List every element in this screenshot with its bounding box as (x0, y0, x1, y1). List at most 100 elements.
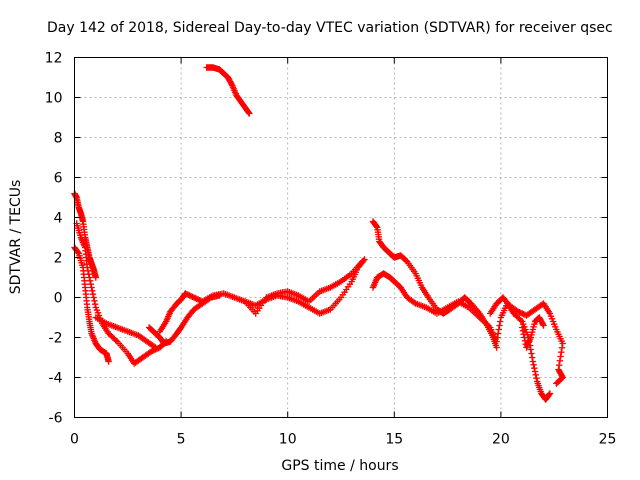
x-tick-label: 10 (279, 432, 297, 448)
data-point (528, 354, 536, 361)
data-point (88, 284, 95, 291)
data-point (185, 291, 192, 299)
data-point (519, 310, 526, 317)
data-point (92, 274, 100, 281)
axis-ticks (74, 57, 608, 418)
data-point (530, 361, 537, 369)
data-point (519, 327, 527, 335)
data-point (91, 297, 98, 305)
series-arc-12 (519, 314, 547, 351)
data-point (556, 357, 564, 365)
series-arc-11 (487, 294, 566, 387)
data-point (192, 294, 199, 302)
grid (74, 57, 608, 418)
data-point (558, 344, 566, 352)
data-point (514, 308, 522, 315)
data-point (516, 308, 523, 316)
x-tick-label: 15 (385, 432, 403, 448)
series-arc-7 (241, 258, 366, 317)
data-point (494, 334, 501, 341)
y-tick-label: 0 (54, 291, 63, 307)
data-point (193, 295, 200, 303)
data-point (559, 340, 566, 347)
series-arc-6 (156, 256, 368, 335)
data-point (74, 249, 82, 256)
data-point (557, 353, 564, 360)
data-point (496, 322, 503, 329)
data-point (531, 368, 539, 375)
data-point (493, 344, 500, 351)
y-tick-label: 2 (54, 251, 63, 267)
y-tick-label: 6 (54, 171, 63, 187)
plot-frame (74, 57, 608, 418)
data-point (190, 294, 198, 301)
data-point (539, 320, 547, 328)
data-point (521, 334, 528, 341)
data-point (540, 322, 547, 329)
series-arc-8 (203, 64, 253, 117)
y-tick-label: 10 (45, 91, 63, 107)
data-point (194, 296, 202, 303)
data-point (86, 274, 93, 281)
data-point (495, 326, 502, 333)
data-point (553, 380, 560, 387)
data-point (187, 292, 195, 300)
y-tick-label: -4 (49, 371, 63, 387)
data-point (90, 294, 97, 301)
data-point (91, 300, 99, 308)
tick-labels: 0 5 10 15 20 25 -6 -4 -2 0 2 4 6 8 10 12 (45, 51, 617, 448)
data-point (84, 264, 91, 271)
data-point (84, 267, 92, 275)
data-point (112, 336, 119, 344)
data-point (89, 287, 96, 295)
data-point (519, 324, 526, 331)
data-point (87, 280, 95, 288)
data-point (152, 344, 159, 351)
y-tick-label: -2 (49, 331, 63, 347)
data-point (517, 316, 524, 324)
data-point (89, 290, 97, 298)
data-point (228, 80, 235, 88)
data-point (183, 290, 190, 298)
series-arc-4 (92, 314, 159, 351)
data-point (148, 348, 155, 355)
data-marks (71, 64, 566, 403)
data-point (85, 270, 92, 278)
data-point (182, 290, 189, 297)
data-point (546, 391, 553, 398)
data-point (86, 277, 94, 285)
data-point (493, 338, 500, 345)
data-point (555, 361, 563, 369)
x-tick-label: 5 (177, 432, 186, 448)
y-axis-label: SDTVAR / TECUs (8, 180, 24, 295)
x-tick-label: 20 (492, 432, 510, 448)
data-point (554, 379, 561, 386)
data-point (520, 330, 527, 338)
data-point (531, 364, 538, 372)
data-point (496, 318, 504, 325)
y-tick-label: 4 (54, 211, 63, 227)
data-point (517, 309, 524, 317)
data-point (527, 346, 534, 353)
y-tick-label: 8 (54, 131, 63, 147)
x-tick-label: 25 (599, 432, 617, 448)
data-point (359, 258, 366, 265)
data-point (150, 343, 158, 350)
data-point (245, 109, 252, 116)
data-point (533, 374, 540, 382)
data-point (373, 223, 380, 230)
y-tick-label: 12 (45, 51, 63, 67)
series-arc-9 (369, 218, 500, 351)
data-point (532, 371, 539, 379)
data-point (494, 330, 502, 337)
data-point (189, 293, 196, 301)
data-point (105, 358, 112, 365)
data-point (186, 292, 193, 299)
data-point (558, 348, 565, 356)
series-arc-10 (369, 270, 554, 403)
data-point (246, 110, 253, 117)
y-tick-label: -6 (49, 411, 63, 427)
x-axis-label: GPS time / hours (281, 458, 398, 474)
data-point (528, 350, 535, 357)
